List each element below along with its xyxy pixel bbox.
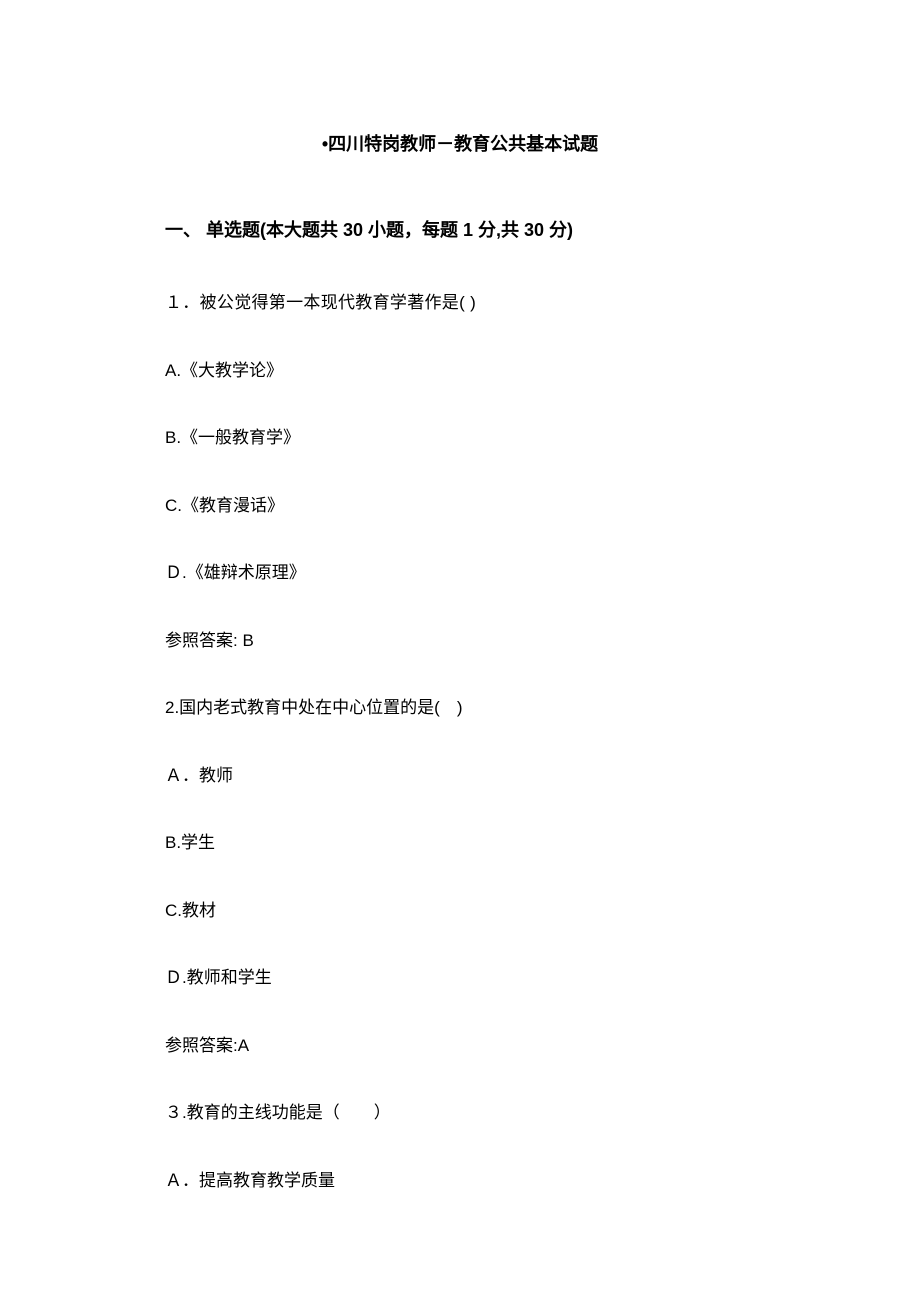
question-3-option-a: Ａ．提高教育教学质量 <box>165 1168 755 1194</box>
section-heading: 一、 单选题(本大题共 30 小题，每题 1 分,共 30 分) <box>165 216 755 242</box>
document-title: •四川特岗教师－教育公共基本试题 <box>165 130 755 156</box>
question-1-option-c: C.《教育漫话》 <box>165 493 755 519</box>
question-3-stem: ３.教育的主线功能是（ ） <box>165 1100 755 1126</box>
question-1-option-b: B.《一般教育学》 <box>165 425 755 451</box>
question-2-answer: 参照答案:A <box>165 1033 755 1059</box>
question-1-option-a: A.《大教学论》 <box>165 358 755 384</box>
question-2-option-a: Ａ．教师 <box>165 763 755 789</box>
question-2-stem: 2.国内老式教育中处在中心位置的是( ) <box>165 695 755 721</box>
question-2-option-b: B.学生 <box>165 830 755 856</box>
question-1-stem: １．被公觉得第一本现代教育学著作是( ) <box>165 290 755 316</box>
question-1-answer: 参照答案: B <box>165 628 755 654</box>
question-1-option-d: Ｄ.《雄辩术原理》 <box>165 560 755 586</box>
question-2-option-c: C.教材 <box>165 898 755 924</box>
question-2-option-d: Ｄ.教师和学生 <box>165 965 755 991</box>
